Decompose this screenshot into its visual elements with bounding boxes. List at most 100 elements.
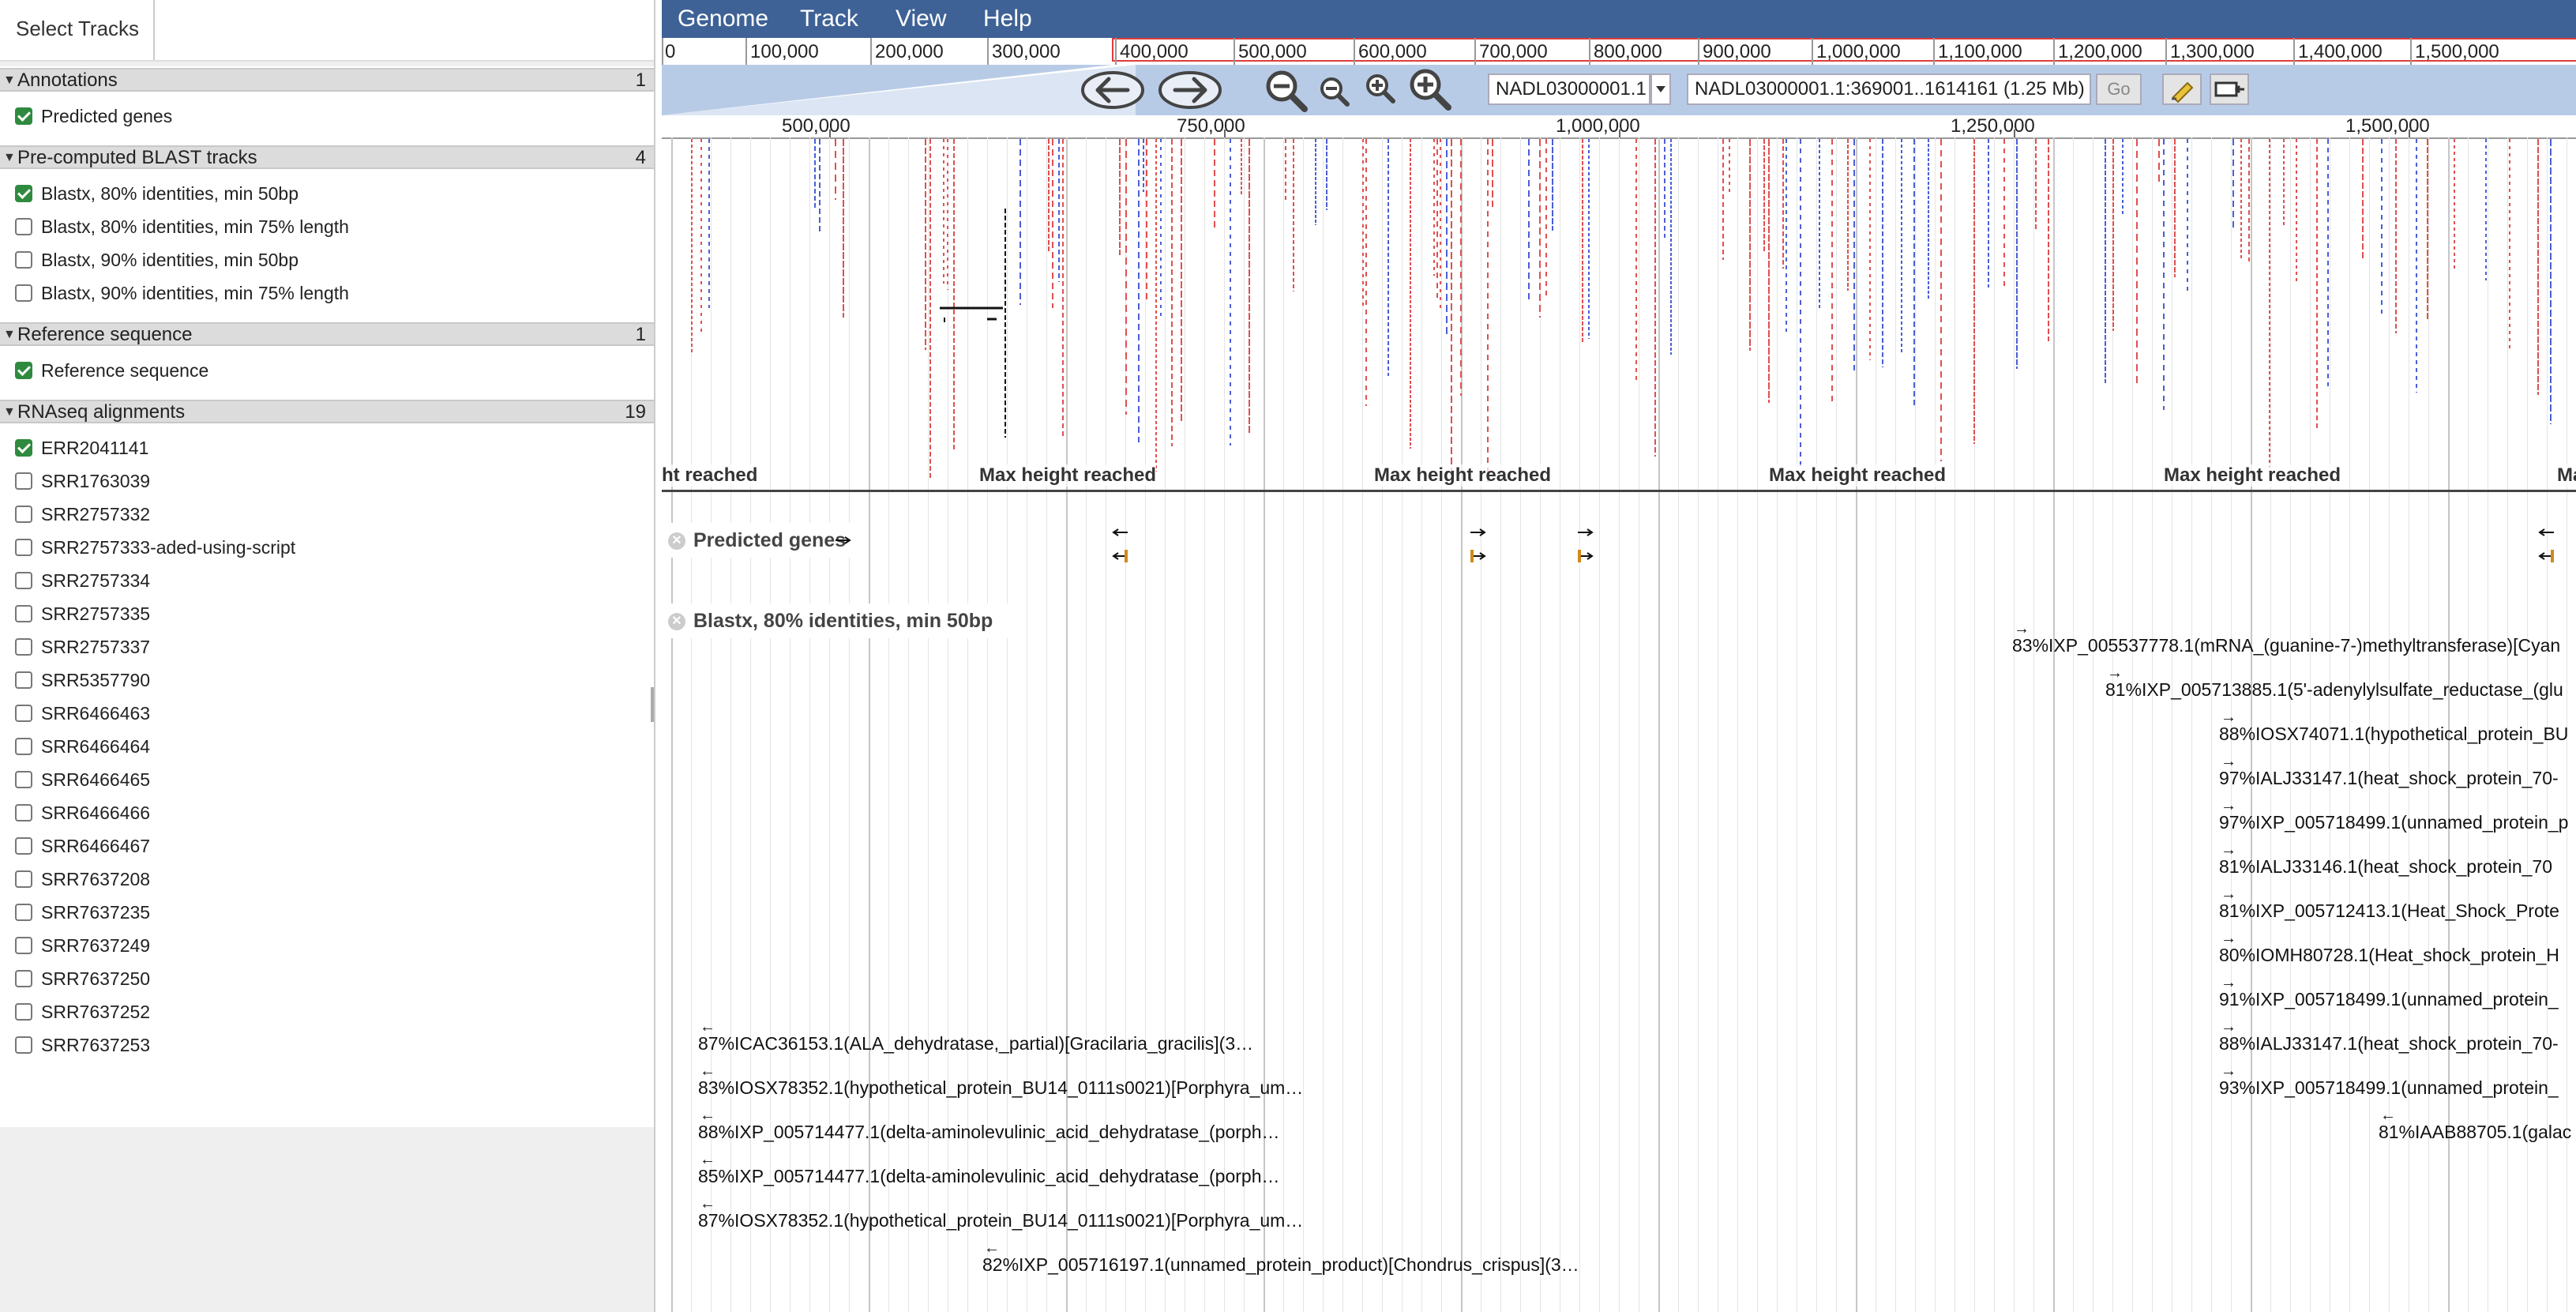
reference-sequence-select[interactable]: NADL03000001.1	[1488, 73, 1650, 105]
blastx-feature-label[interactable]: 81%IALJ33146.1(heat_shock_protein_70	[2219, 856, 2552, 877]
gene-feature[interactable]	[1470, 528, 1486, 536]
track-item[interactable]: SRR7637235	[0, 896, 654, 929]
gene-feature[interactable]	[1112, 528, 1128, 536]
blastx-feature-label[interactable]: 97%IALJ33147.1(heat_shock_protein_70-	[2219, 768, 2559, 788]
blastx-feature-label[interactable]: 87%ICAC36153.1(ALA_dehydratase,_partial)…	[698, 1033, 1254, 1054]
blastx-feature-label[interactable]: 82%IXP_005716197.1(unnamed_protein_produ…	[982, 1254, 1579, 1275]
track-item[interactable]: Reference sequence	[0, 354, 654, 387]
track-item[interactable]: SRR2757333-aded-using-script	[0, 531, 654, 564]
blastx-feature-label[interactable]: 91%IXP_005718499.1(unnamed_protein_	[2219, 989, 2559, 1009]
track-item[interactable]: Blastx, 80% identities, min 50bp	[0, 177, 654, 210]
track-checkbox[interactable]	[15, 904, 32, 921]
track-checkbox[interactable]	[15, 738, 32, 755]
close-track-icon[interactable]: ✕	[668, 532, 685, 551]
blastx-feature-label[interactable]: 83%IOSX78352.1(hypothetical_protein_BU14…	[698, 1077, 1304, 1098]
track-item[interactable]: SRR2757334	[0, 564, 654, 597]
overview-visible-region[interactable]	[1112, 38, 2576, 62]
track-item[interactable]: SRR7637208	[0, 863, 654, 896]
track-checkbox[interactable]	[15, 870, 32, 888]
menu-genome[interactable]: Genome	[678, 6, 769, 32]
track-checkbox[interactable]	[15, 539, 32, 556]
blastx-feature-label[interactable]: 97%IXP_005718499.1(unnamed_protein_p	[2219, 812, 2569, 833]
gene-feature[interactable]	[1578, 550, 1594, 562]
zoom-in-big-icon[interactable]	[1404, 65, 1455, 115]
track-checkbox[interactable]	[15, 251, 32, 269]
blastx-feature-label[interactable]: 83%IXP_005537778.1(mRNA_(guanine-7-)meth…	[2012, 635, 2561, 656]
track-item[interactable]: SRR6466466	[0, 796, 654, 829]
blastx-feature-label[interactable]: 85%IXP_005714477.1(delta-aminolevulinic_…	[698, 1166, 1280, 1186]
track-checkbox[interactable]	[15, 284, 32, 302]
track-checkbox[interactable]	[15, 185, 32, 202]
gene-feature[interactable]	[1578, 528, 1594, 536]
blastx-feature-label[interactable]: 81%IAAB88705.1(galac	[2379, 1122, 2572, 1142]
track-item[interactable]: SRR6466467	[0, 829, 654, 863]
blastx-feature-label[interactable]: 81%IXP_005713885.1(5'-adenylylsulfate_re…	[2105, 679, 2563, 700]
track-checkbox[interactable]	[15, 362, 32, 379]
track-item[interactable]: SRR7637252	[0, 995, 654, 1028]
track-checkbox[interactable]	[15, 771, 32, 788]
track-checkbox[interactable]	[15, 705, 32, 722]
track-checkbox[interactable]	[15, 970, 32, 987]
collapse-triangle-icon[interactable]: ▼	[3, 151, 16, 164]
track-checkbox[interactable]	[15, 506, 32, 523]
track-checkbox[interactable]	[15, 605, 32, 622]
blastx-feature-label[interactable]: 80%IOMH80728.1(Heat_shock_protein_H	[2219, 945, 2559, 965]
export-view-icon[interactable]	[2210, 73, 2249, 105]
track-item[interactable]: SRR1763039	[0, 464, 654, 498]
gene-feature[interactable]	[1112, 550, 1128, 562]
category-header[interactable]: ▼ Pre-computed BLAST tracks 4	[0, 145, 654, 169]
track-checkbox[interactable]	[15, 472, 32, 490]
pan-right-icon[interactable]	[1156, 65, 1224, 115]
track-checkbox[interactable]	[15, 107, 32, 125]
track-item[interactable]: SRR7637253	[0, 1028, 654, 1062]
zoom-in-icon[interactable]	[1360, 65, 1399, 115]
track-item[interactable]: SRR2757332	[0, 498, 654, 531]
track-checkbox[interactable]	[15, 671, 32, 689]
track-checkbox[interactable]	[15, 439, 32, 457]
track-item[interactable]: SRR5357790	[0, 664, 654, 697]
highlight-tool-icon[interactable]	[2162, 73, 2202, 105]
track-item[interactable]: SRR6466463	[0, 697, 654, 730]
panel-splitter-handle[interactable]	[651, 687, 654, 722]
track-label-blastx[interactable]: ✕ Blastx, 80% identities, min 50bp	[662, 603, 1016, 638]
blastx-feature-label[interactable]: 88%IXP_005714477.1(delta-aminolevulinic_…	[698, 1122, 1280, 1142]
menu-help[interactable]: Help	[983, 6, 1032, 32]
zoom-out-big-icon[interactable]	[1260, 65, 1311, 115]
blastx-feature-label[interactable]: 93%IXP_005718499.1(unnamed_protein_	[2219, 1077, 2559, 1098]
track-item[interactable]: Predicted genes	[0, 100, 654, 133]
go-button[interactable]: Go	[2096, 73, 2142, 105]
rnaseq-track-ERR2041141[interactable]: ht reached Max height reached Max height…	[662, 137, 2576, 493]
collapse-triangle-icon[interactable]: ▼	[3, 405, 16, 419]
track-item[interactable]: Blastx, 90% identities, min 75% length	[0, 276, 654, 310]
blastx-feature-label[interactable]: 87%IOSX78352.1(hypothetical_protein_BU14…	[698, 1210, 1304, 1231]
menu-view[interactable]: View	[896, 6, 947, 32]
track-item[interactable]: SRR2757337	[0, 630, 654, 664]
zoom-out-icon[interactable]	[1314, 65, 1354, 115]
predicted-genes-features[interactable]	[662, 517, 2576, 580]
gene-feature[interactable]	[836, 536, 851, 544]
blastx-feature-label[interactable]: 88%IALJ33147.1(heat_shock_protein_70-	[2219, 1033, 2559, 1054]
track-item[interactable]: Blastx, 80% identities, min 75% length	[0, 210, 654, 243]
category-header[interactable]: ▼ RNAseq alignments 19	[0, 400, 654, 423]
category-header[interactable]: ▼ Reference sequence 1	[0, 322, 654, 346]
collapse-triangle-icon[interactable]: ▼	[3, 73, 16, 87]
track-area[interactable]: ht reached Max height reached Max height…	[662, 137, 2576, 1312]
track-label-predicted-genes[interactable]: ✕ Predicted genes	[662, 523, 869, 558]
coordinate-ruler[interactable]: 500,000 750,000 1,000,000 1,250,000 1,500,00…	[662, 115, 2576, 139]
chevron-down-icon[interactable]	[1650, 73, 1671, 105]
track-item[interactable]: ERR2041141	[0, 431, 654, 464]
tab-select-tracks[interactable]: Select Tracks	[0, 0, 155, 60]
track-checkbox[interactable]	[15, 218, 32, 235]
track-item[interactable]: Blastx, 90% identities, min 50bp	[0, 243, 654, 276]
menu-track[interactable]: Track	[800, 6, 858, 32]
overview-scale[interactable]: 0 100,000 200,000 300,000 400,000 500,000 600,…	[662, 38, 2576, 66]
close-track-icon[interactable]: ✕	[668, 613, 685, 631]
track-checkbox[interactable]	[15, 1003, 32, 1021]
blastx-feature-label[interactable]: 88%IOSX74071.1(hypothetical_protein_BU	[2219, 724, 2569, 744]
pan-left-icon[interactable]	[1079, 65, 1147, 115]
category-header[interactable]: ▼ Annotations 1	[0, 68, 654, 92]
track-item[interactable]: SRR7637249	[0, 929, 654, 962]
collapse-triangle-icon[interactable]: ▼	[3, 328, 16, 341]
track-checkbox[interactable]	[15, 638, 32, 656]
track-item[interactable]: SRR2757335	[0, 597, 654, 630]
